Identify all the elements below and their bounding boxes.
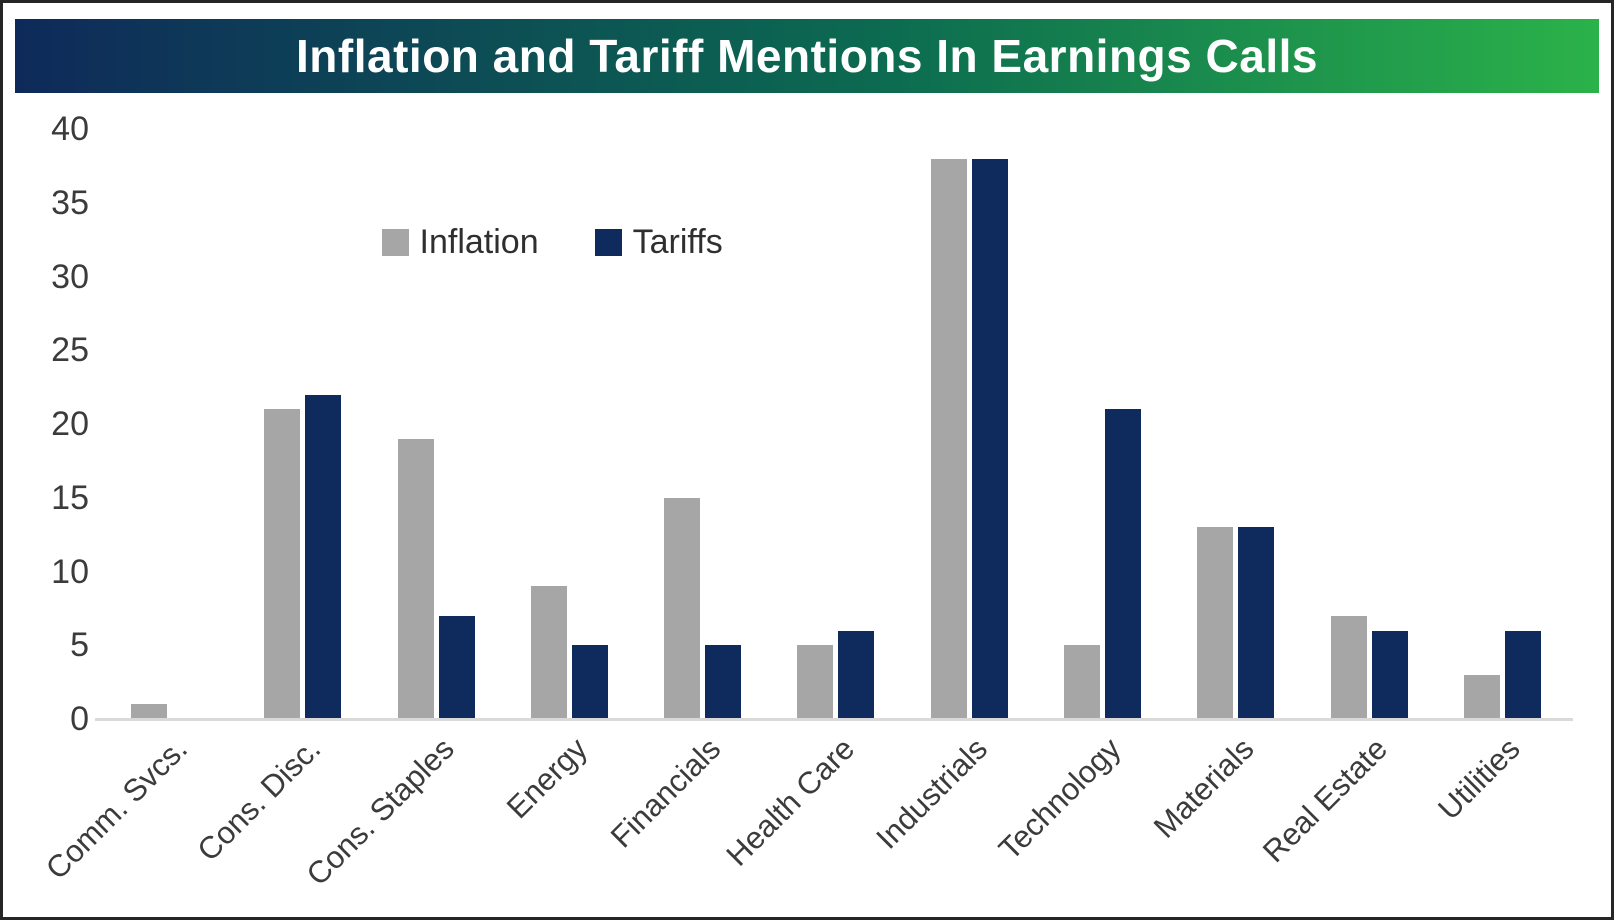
y-tick-label: 40	[51, 110, 89, 148]
bar-group-utilities	[1436, 129, 1569, 719]
bar-inflation-8	[1063, 645, 1100, 719]
y-tick-label: 25	[51, 331, 89, 370]
legend-label: Inflation	[419, 223, 539, 262]
x-label-cell: Cons. Staples	[300, 719, 503, 911]
y-tick-label: 30	[51, 257, 89, 296]
bar-tariffs-5	[705, 645, 742, 719]
bar-tariffs-4	[571, 645, 608, 719]
x-label-cell: Energy	[499, 719, 636, 911]
bar-tariffs-7	[971, 158, 1008, 719]
bar-group-materials	[1169, 129, 1302, 719]
y-tick-label: 15	[51, 478, 89, 517]
bar-tariffs-9	[1238, 527, 1275, 719]
legend-swatch-icon	[594, 229, 622, 257]
bar-group-health-care	[769, 129, 902, 719]
x-label-cell: Industrials	[869, 719, 1036, 911]
bar-inflation-3	[397, 438, 434, 719]
plot-area: Inflation Tariffs	[95, 129, 1573, 721]
bar-inflation-4	[530, 586, 567, 719]
bar-inflation-11	[1463, 674, 1500, 719]
bar-inflation-6	[797, 645, 834, 719]
bar-inflation-9	[1197, 527, 1234, 719]
bar-group-real-estate	[1302, 129, 1435, 719]
bar-inflation-1	[131, 704, 168, 719]
bar-tariffs-11	[1504, 630, 1541, 719]
x-label-cell: Comm. Svcs.	[39, 719, 236, 911]
legend-label: Tariffs	[632, 223, 723, 262]
x-label-cell: Real Estate	[1256, 719, 1435, 911]
bar-tariffs-6	[838, 630, 875, 719]
y-axis: 0 5 10 15 20 25 30 35 40	[15, 112, 103, 736]
bar-group-industrials	[903, 129, 1036, 719]
bar-inflation-5	[664, 497, 701, 719]
x-axis-line	[95, 718, 1573, 721]
bar-group-energy	[503, 129, 636, 719]
bar-inflation-7	[930, 158, 967, 719]
legend-item-inflation: Inflation	[381, 223, 539, 262]
x-label-cell: Technology	[992, 719, 1169, 911]
bar-groups	[103, 129, 1569, 719]
y-tick-label: 35	[51, 183, 89, 222]
x-axis-label: Utilities	[1431, 731, 1528, 827]
legend-item-tariffs: Tariffs	[594, 223, 723, 262]
bar-chart: 0 5 10 15 20 25 30 35 40 Inflation Tariffs Comm. …	[15, 93, 1599, 911]
legend: Inflation Tariffs	[381, 223, 723, 262]
x-axis-label: Comm. Svcs.	[39, 731, 195, 887]
x-axis-labels: Comm. Svcs. Cons. Disc. Cons. Staples Energ…	[39, 719, 1569, 911]
bar-tariffs-10	[1371, 630, 1408, 719]
x-label-cell: Utilities	[1432, 719, 1569, 911]
bar-tariffs-3	[438, 615, 475, 719]
chart-title-bar: Inflation and Tariff Mentions In Earning…	[15, 19, 1599, 93]
bar-group-comm-svcs	[103, 129, 236, 719]
x-label-cell: Cons. Disc.	[191, 719, 369, 911]
bar-inflation-10	[1330, 615, 1367, 719]
y-tick-label: 20	[51, 405, 89, 443]
legend-swatch-icon	[381, 229, 409, 257]
x-label-cell: Financials	[604, 719, 769, 911]
y-tick-label: 5	[70, 626, 89, 665]
bar-inflation-2	[264, 409, 301, 719]
y-tick-label: 0	[70, 700, 89, 738]
chart-title: Inflation and Tariff Mentions In Earning…	[296, 30, 1318, 82]
x-label-cell: Materials	[1147, 719, 1302, 911]
bar-tariffs-8	[1104, 409, 1141, 719]
x-label-cell: Health Care	[719, 719, 902, 911]
bar-group-cons-disc	[236, 129, 369, 719]
y-tick-label: 10	[51, 552, 89, 591]
bar-tariffs-2	[305, 394, 342, 719]
x-axis-label: Energy	[499, 731, 595, 826]
bar-group-financials	[636, 129, 769, 719]
bar-group-technology	[1036, 129, 1169, 719]
bar-group-cons-staples	[370, 129, 503, 719]
